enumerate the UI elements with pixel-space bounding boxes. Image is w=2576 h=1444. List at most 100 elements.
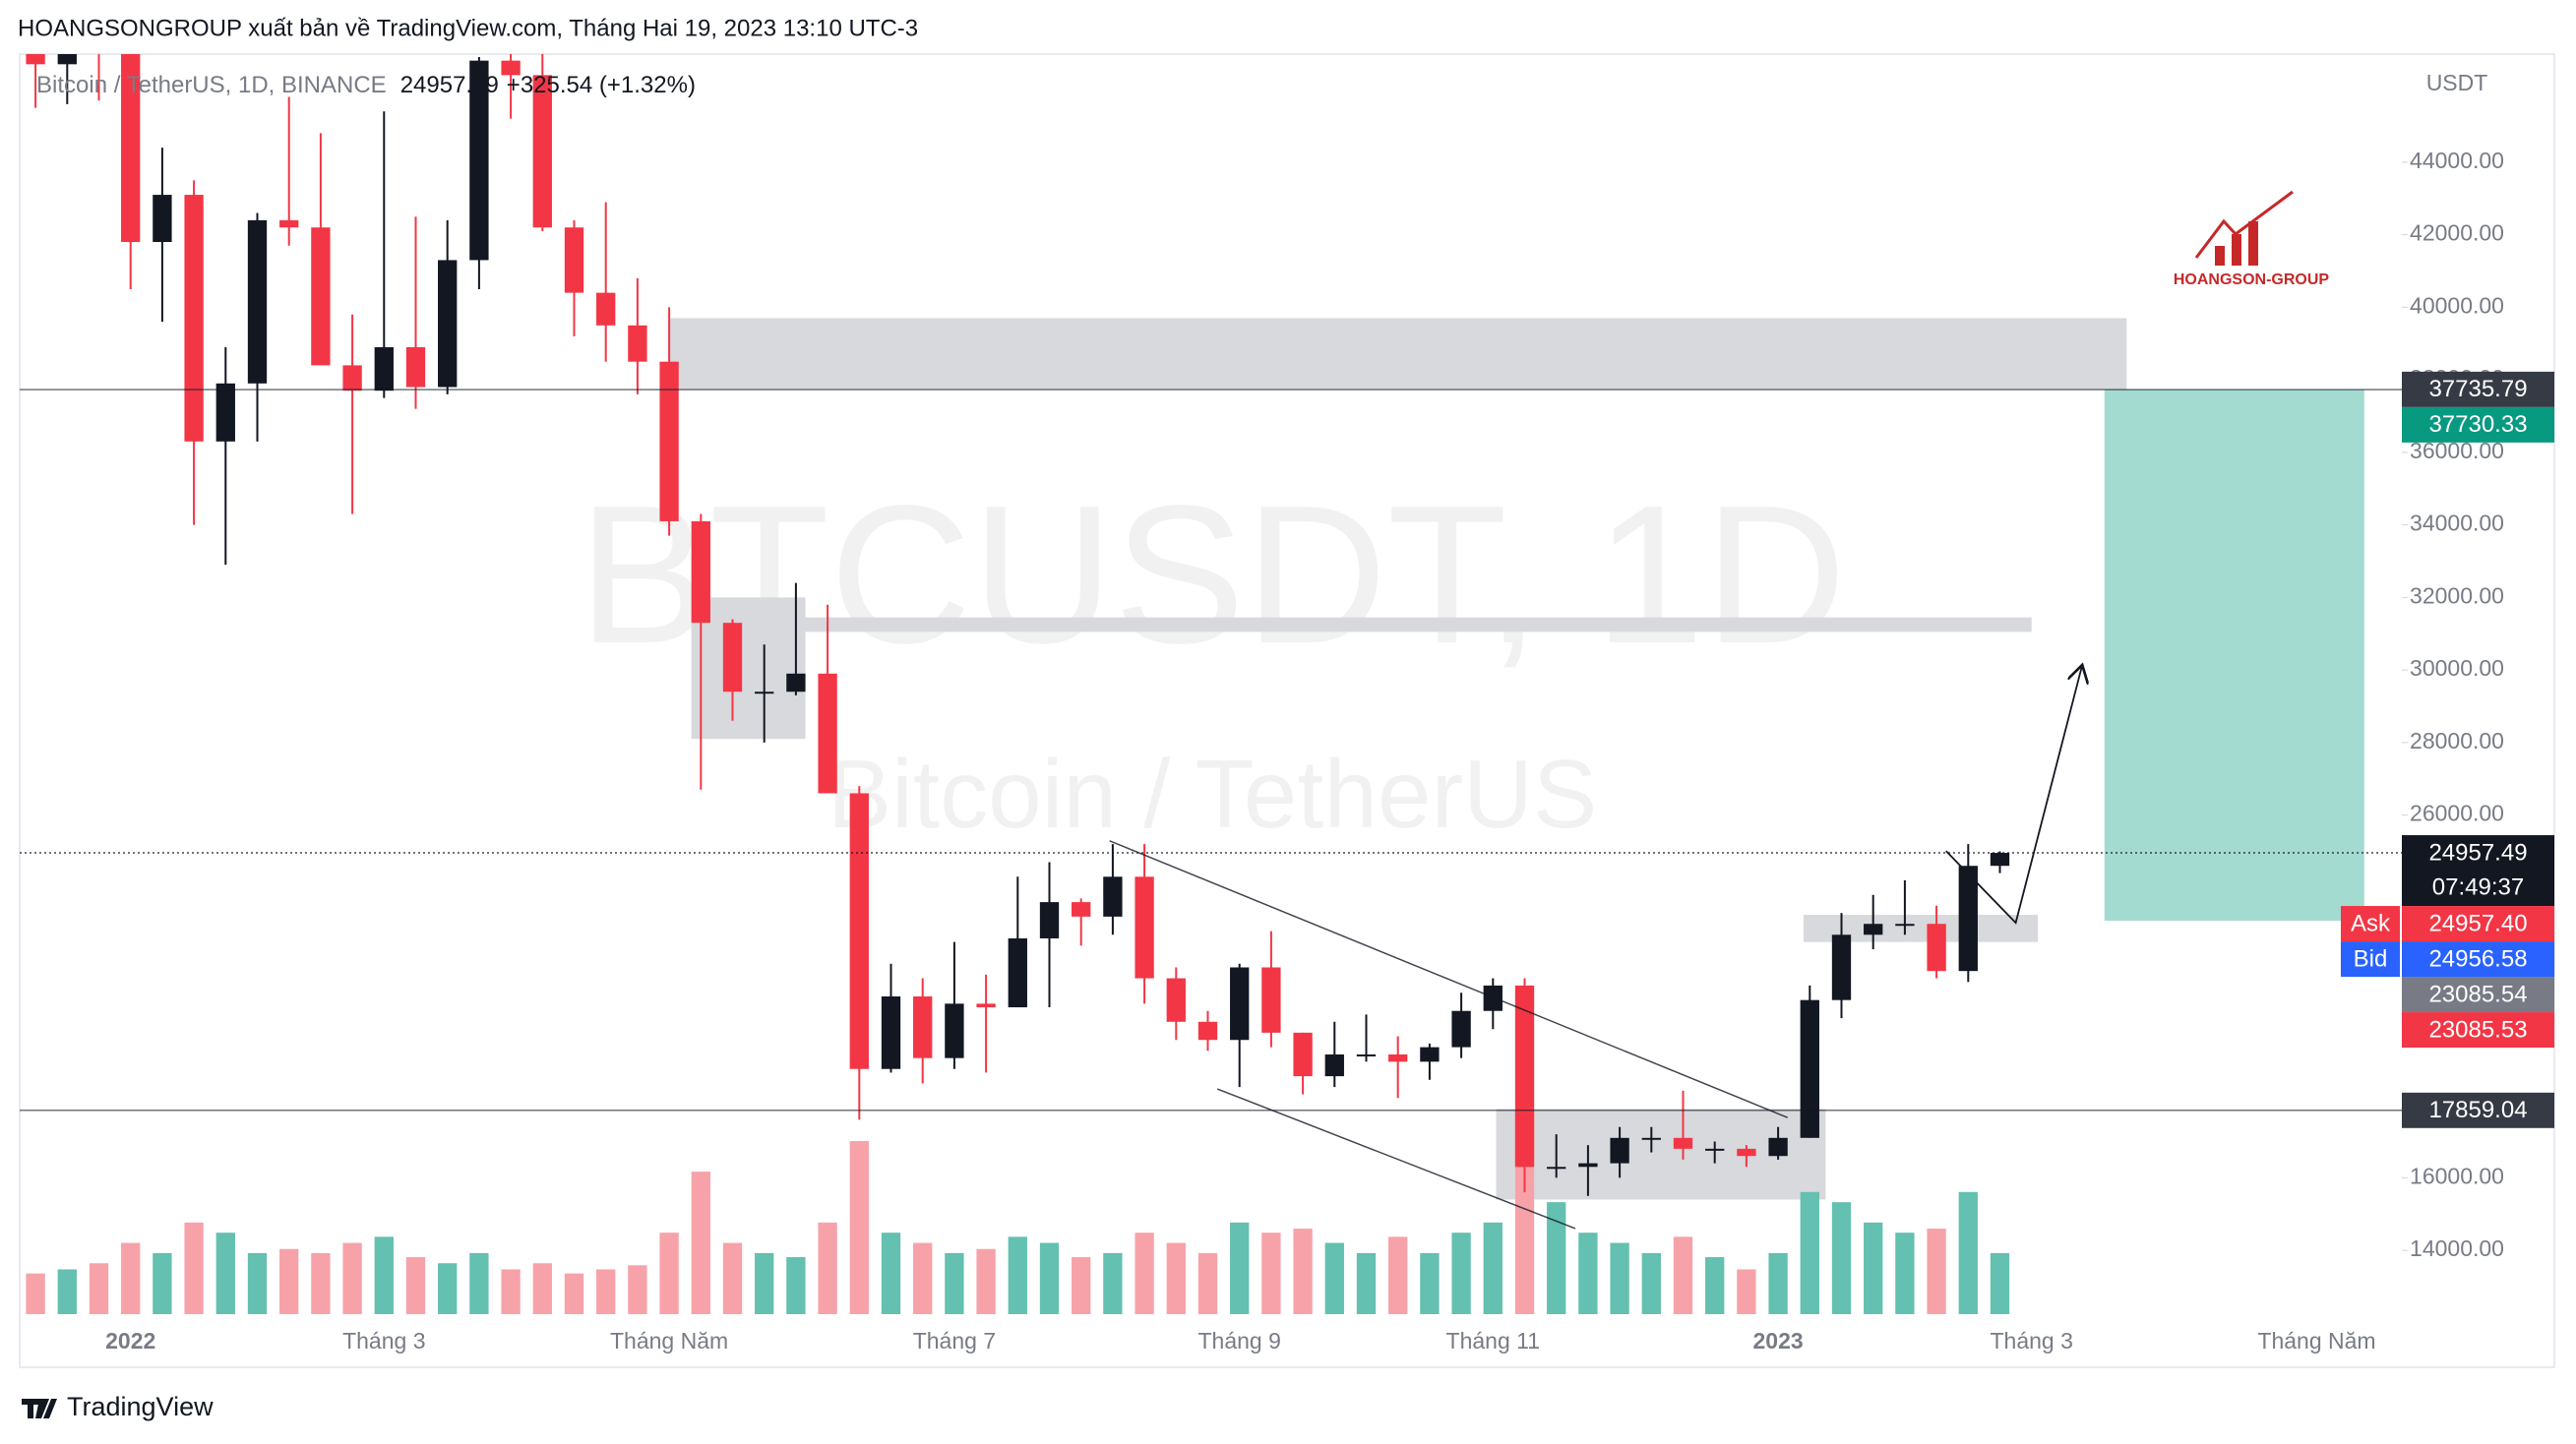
candle-body: [722, 623, 743, 692]
candle-body: [469, 60, 489, 261]
candle-body: [913, 995, 933, 1058]
candle-body: [628, 325, 647, 362]
y-tick-label: 28000.00: [2410, 728, 2504, 753]
candle-body: [1166, 978, 1186, 1022]
volume-bar: [1768, 1252, 1788, 1314]
volume-bar: [1451, 1233, 1471, 1314]
price-label: 24957.40: [2428, 910, 2527, 936]
candle-body: [438, 260, 458, 388]
candle-body: [1135, 876, 1154, 979]
volume-bar: [691, 1172, 710, 1314]
y-axis-label: USDT: [2426, 70, 2488, 95]
volume-bar: [1135, 1233, 1154, 1314]
x-tick-label: Tháng 3: [342, 1328, 425, 1354]
candle-body: [1864, 924, 1883, 935]
volume-bar: [1072, 1257, 1091, 1314]
candle-body: [596, 292, 616, 326]
volume-bar: [818, 1222, 837, 1314]
volume-bar: [1230, 1222, 1250, 1314]
volume-bar: [1737, 1269, 1756, 1314]
price-label-bg: [2402, 906, 2554, 942]
y-tick-label: 44000.00: [2410, 148, 2504, 173]
candle-body: [1197, 1021, 1218, 1041]
x-tick-label: 2022: [105, 1328, 155, 1354]
candle-body: [184, 195, 204, 442]
volume-bar: [374, 1236, 394, 1314]
candle-body: [1293, 1032, 1313, 1077]
frame: [19, 53, 2555, 1368]
volume-bar: [405, 1257, 426, 1314]
price-label: 37735.79: [2428, 376, 2527, 402]
volume-bar: [1990, 1252, 2010, 1314]
volume-bar: [501, 1269, 521, 1314]
candle-body: [1514, 985, 1535, 1168]
candle-body: [405, 346, 426, 388]
volume-bar: [1356, 1252, 1377, 1314]
volume-bar: [342, 1242, 362, 1314]
price-label: 23085.53: [2428, 1016, 2527, 1043]
trendline: [1109, 840, 1789, 1118]
volume-bar: [184, 1222, 204, 1314]
logo: HOANGSON-GROUP: [2174, 190, 2330, 288]
volume-bar: [628, 1265, 647, 1314]
candle-body: [1768, 1137, 1788, 1157]
candle-body: [1641, 1137, 1661, 1140]
price-label: 24957.49: [2428, 839, 2527, 866]
candle-body: [1483, 985, 1503, 1011]
brand-text: TradingView: [67, 1392, 214, 1421]
candle-body: [1451, 1010, 1471, 1048]
volume-bar: [1293, 1229, 1313, 1314]
volume-bar: [153, 1252, 172, 1314]
countdown: 07:49:37: [2432, 873, 2524, 900]
tag-label: Ask: [2351, 910, 2391, 936]
volume-bar: [976, 1248, 996, 1314]
volume-bar: [1831, 1202, 1852, 1314]
volume-bar: [89, 1263, 109, 1314]
candle-body: [945, 1003, 964, 1058]
volume-bar: [469, 1252, 489, 1314]
volume-bar: [1103, 1252, 1123, 1314]
y-tick-label: 40000.00: [2410, 292, 2504, 318]
legend-symbol: Bitcoin / TetherUS, 1D, BINANCE: [36, 72, 387, 98]
price-label-bg: [2402, 941, 2554, 978]
volume-bar: [881, 1233, 901, 1314]
candle-body: [786, 673, 806, 692]
candle-body: [311, 227, 331, 366]
price-label-bg: [2402, 1012, 2554, 1049]
x-tick-label: 2023: [1753, 1328, 1804, 1354]
volume-bar: [596, 1269, 616, 1314]
logo-bar: [2215, 246, 2225, 266]
legend-change: +325.54 (+1.32%): [507, 72, 696, 98]
candle-body: [881, 995, 901, 1069]
volume-bar: [1578, 1233, 1598, 1314]
candle-body: [57, 54, 77, 65]
price-label-bg: [2402, 406, 2554, 443]
tag-label: Bid: [2354, 945, 2388, 972]
tag-bg: [2341, 906, 2400, 942]
volume-bar: [438, 1263, 458, 1314]
x-tick-label: Tháng 3: [1990, 1328, 2072, 1354]
volume-bar: [755, 1252, 774, 1314]
price-label: 37730.33: [2428, 411, 2527, 438]
price-label: 17859.04: [2428, 1097, 2527, 1123]
volume-bar: [849, 1141, 869, 1314]
candle-body: [1039, 902, 1060, 938]
logo-bar: [2248, 221, 2258, 266]
header: HOANGSONGROUP xuất bản về TradingView.co…: [18, 15, 918, 41]
logo-text: HOANGSON-GROUP: [2174, 271, 2330, 288]
volume-bar: [1547, 1202, 1566, 1314]
volume-bar: [26, 1273, 45, 1314]
candle-body: [564, 227, 584, 293]
candle-body: [1610, 1137, 1629, 1164]
candle-body: [121, 54, 141, 243]
plot-clip: [26, 54, 2364, 1314]
volume-bar: [1039, 1242, 1060, 1314]
x-tick-label: Tháng Năm: [2257, 1328, 2375, 1354]
brand-icon: [22, 1399, 57, 1418]
x-tick-label: Tháng 11: [1446, 1328, 1540, 1354]
candle-body: [1230, 967, 1250, 1041]
volume-bar: [1197, 1252, 1218, 1314]
plot-area: [20, 54, 2402, 1314]
price-label: 23085.54: [2428, 981, 2527, 1007]
candle-body: [1673, 1137, 1693, 1149]
